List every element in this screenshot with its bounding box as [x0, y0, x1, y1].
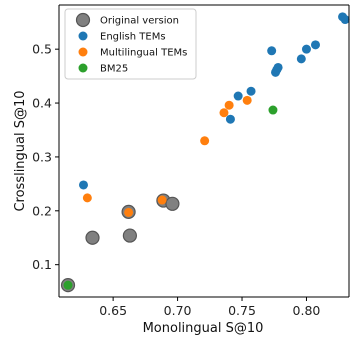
- data-point-english-tems: [233, 91, 243, 101]
- x-tick-label: 0.75: [228, 303, 256, 318]
- y-tick-label: 0.2: [32, 203, 52, 218]
- data-point-english-tems: [340, 15, 350, 25]
- data-point-multilingual-tems: [82, 193, 92, 203]
- data-point-multilingual-tems: [219, 108, 229, 118]
- data-point-english-tems: [296, 54, 306, 64]
- data-point-english-tems: [301, 44, 311, 54]
- y-tick-label: 0.4: [32, 96, 52, 111]
- legend-marker: [78, 47, 88, 57]
- data-point-english-tems: [273, 62, 283, 72]
- data-point-bm25: [268, 105, 278, 115]
- x-ticks: 0.65 0.70 0.75 0.80: [99, 297, 320, 318]
- y-tick-label: 0.5: [32, 42, 52, 57]
- points-layer: [60, 12, 350, 293]
- data-point-multilingual-tems: [157, 195, 167, 205]
- legend: Original version English TEMs Multilingual…: [64, 8, 197, 80]
- legend-marker: [78, 63, 88, 73]
- legend-marker: [78, 31, 88, 41]
- data-point-bm25: [63, 280, 73, 290]
- series-english-tems: [78, 12, 350, 190]
- y-axis-title: Crosslingual S@10: [13, 90, 28, 211]
- data-point-multilingual-tems: [124, 207, 134, 217]
- data-point-english-tems: [310, 40, 320, 50]
- data-point-english-tems: [225, 114, 235, 124]
- data-point-english-tems: [246, 86, 256, 96]
- legend-box: [64, 8, 197, 80]
- data-point-english-tems: [267, 46, 277, 56]
- x-tick-label: 0.80: [293, 303, 321, 318]
- x-axis-title: Monolingual S@10: [143, 321, 264, 336]
- data-point-original-version: [165, 196, 180, 211]
- data-point-multilingual-tems: [242, 95, 252, 105]
- data-point-english-tems: [78, 180, 88, 190]
- data-point-original-version: [122, 228, 137, 243]
- y-tick-label: 0.1: [32, 257, 52, 272]
- x-tick-label: 0.70: [164, 303, 192, 318]
- y-ticks: 0.1 0.2 0.3 0.4 0.5: [32, 42, 59, 272]
- axes-layer: [58, 4, 350, 298]
- series-multilingual-tems: [82, 95, 252, 217]
- legend-label: Multilingual TEMs: [100, 48, 187, 59]
- legend-label: BM25: [100, 64, 128, 75]
- series-bm25: [63, 105, 278, 290]
- data-point-multilingual-tems: [224, 100, 234, 110]
- legend-label: English TEMs: [100, 32, 166, 43]
- data-point-original-version: [85, 230, 100, 245]
- x-tick-label: 0.65: [99, 303, 127, 318]
- legend-label: Original version: [100, 16, 179, 27]
- legend-marker: [75, 12, 91, 28]
- data-point-multilingual-tems: [200, 136, 210, 146]
- y-tick-label: 0.3: [32, 149, 52, 164]
